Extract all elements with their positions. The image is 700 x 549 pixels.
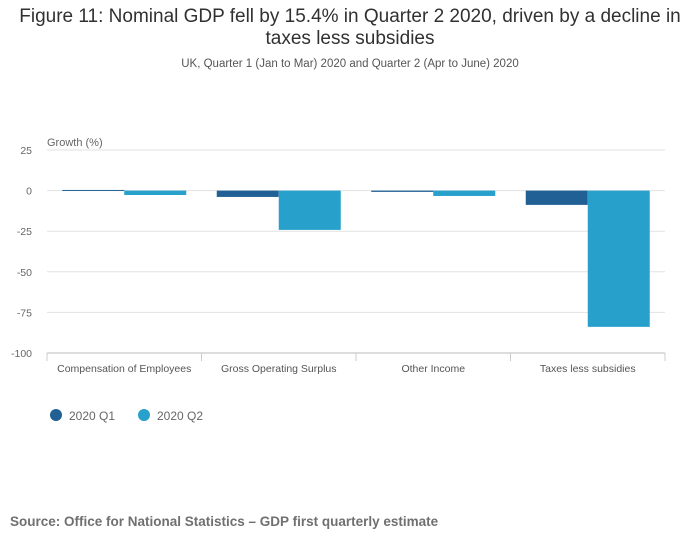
x-tick-label: Taxes less subsidies <box>540 363 636 375</box>
bar-2020-q1 <box>62 189 125 191</box>
y-tick-label: 25 <box>20 145 32 157</box>
bar-2020-q2 <box>587 190 650 327</box>
legend-label: 2020 Q1 <box>69 409 115 423</box>
legend-marker <box>50 409 62 421</box>
bar-2020-q1 <box>371 190 434 192</box>
legend-marker <box>138 409 150 421</box>
y-axis-label: Growth (%) <box>47 137 103 149</box>
legend-label: 2020 Q2 <box>157 409 203 423</box>
x-tick-label: Gross Operating Surplus <box>221 363 337 375</box>
y-tick-label: -100 <box>11 348 32 360</box>
y-tick-label: -50 <box>17 267 32 279</box>
y-tick-label: -75 <box>17 307 32 319</box>
bar-2020-q1 <box>216 190 279 197</box>
bar-2020-q2 <box>124 190 187 195</box>
y-tick-label: 0 <box>26 186 32 198</box>
bar-2020-q1 <box>525 190 588 205</box>
chart-title: Figure 11: Nominal GDP fell by 15.4% in … <box>19 6 681 49</box>
source-note: Source: Office for National Statistics –… <box>10 514 439 529</box>
y-tick-label: -25 <box>17 226 32 238</box>
x-tick-label: Other Income <box>401 363 465 375</box>
x-tick-label: Compensation of Employees <box>57 363 191 375</box>
bar-2020-q2 <box>433 190 496 196</box>
bar-2020-q2 <box>278 190 341 230</box>
chart-subtitle: UK, Quarter 1 (Jan to Mar) 2020 and Quar… <box>181 58 519 70</box>
